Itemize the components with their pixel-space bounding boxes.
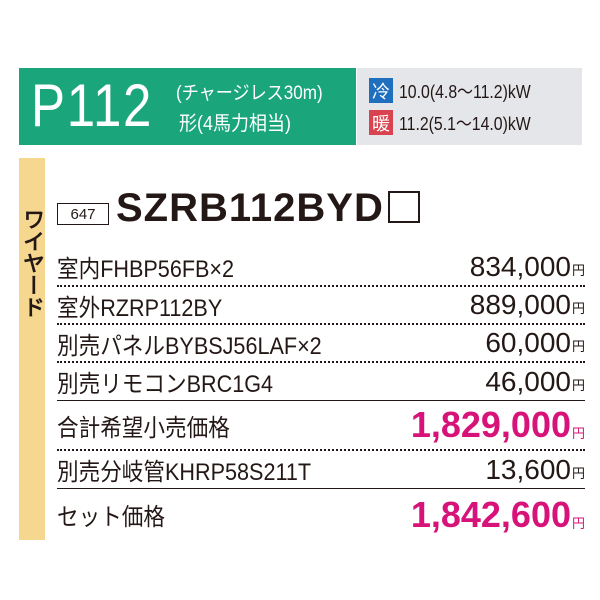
price-row: 室内FHBP56FB×2 834,000 円 (57, 248, 585, 287)
row-price: 46,000 円 (485, 366, 585, 398)
row-label: 室内FHBP56FB×2 (57, 256, 235, 283)
capacity-panel: 冷 10.0(4.8～11.2)kW 暖 11.2(5.1～14.0)kW (357, 68, 582, 145)
row-price: 1,842,600 円 (411, 494, 585, 536)
set-model-text: SZRB112BYD (116, 186, 384, 230)
model-header: P112 (チャージレス30m) 形(4馬力相当) (19, 68, 356, 145)
set-price-row: セット価格 1,842,600 円 (57, 489, 585, 540)
row-label: 室外RZRP112BY (57, 294, 223, 322)
yen-unit: 円 (571, 262, 585, 278)
total-price-row: 合計希望小売価格 1,829,000 円 (57, 401, 585, 451)
yen-unit: 円 (571, 515, 585, 531)
price-value: 1,842,600 (410, 493, 571, 535)
heating-value: 11.2(5.1～14.0)kW (399, 113, 531, 134)
model-subtitle: (チャージレス30m) (176, 83, 323, 104)
row-label: 別売パネルBYBSJ56LAF×2 (57, 332, 322, 360)
price-row: 室外RZRP112BY 889,000 円 (57, 287, 585, 325)
cooling-value: 10.0(4.8～11.2)kW (399, 81, 531, 102)
yen-unit: 円 (571, 465, 585, 481)
cooling-icon: 冷 (369, 78, 393, 103)
price-value: 60,000 (485, 327, 571, 358)
row-price: 13,600 円 (485, 454, 585, 486)
price-value: 13,600 (485, 453, 571, 485)
row-price: 889,000 円 (470, 289, 585, 321)
row-label: セット価格 (57, 504, 165, 531)
price-value: 1,829,000 (410, 404, 571, 445)
set-model-name: SZRB112BYD (116, 186, 420, 231)
row-price: 60,000 円 (485, 327, 585, 359)
model-horsepower: 形(4馬力相当) (179, 113, 292, 135)
price-row: 別売パネルBYBSJ56LAF×2 60,000 円 (57, 325, 585, 363)
price-value: 46,000 (485, 365, 571, 397)
side-label: ワイヤード (20, 208, 45, 318)
heating-capacity: 暖 11.2(5.1～14.0)kW (369, 110, 549, 135)
price-row: 別売分岐管KHRP58S211T 13,600 円 (57, 451, 585, 489)
cooling-capacity: 冷 10.0(4.8～11.2)kW (369, 78, 549, 103)
yen-unit: 円 (571, 377, 585, 393)
model-code: P112 (31, 72, 154, 139)
price-value: 889,000 (469, 289, 571, 320)
row-label: 合計希望小売価格 (57, 414, 230, 442)
row-price: 1,829,000 円 (411, 404, 585, 446)
price-value: 834,000 (469, 250, 571, 282)
row-price: 834,000 円 (470, 251, 585, 283)
yen-unit: 円 (571, 426, 585, 441)
page-reference: 647 (57, 203, 109, 225)
suffix-placeholder-box (387, 191, 420, 223)
row-label: 別売分岐管KHRP58S211T (57, 459, 312, 486)
heating-icon: 暖 (369, 110, 393, 135)
row-label: 別売リモコンBRC1G4 (57, 371, 274, 398)
price-row: 別売リモコンBRC1G4 46,000 円 (57, 363, 585, 401)
side-bar: ワイヤード (19, 158, 45, 540)
yen-unit: 円 (571, 301, 585, 316)
yen-unit: 円 (571, 339, 585, 354)
